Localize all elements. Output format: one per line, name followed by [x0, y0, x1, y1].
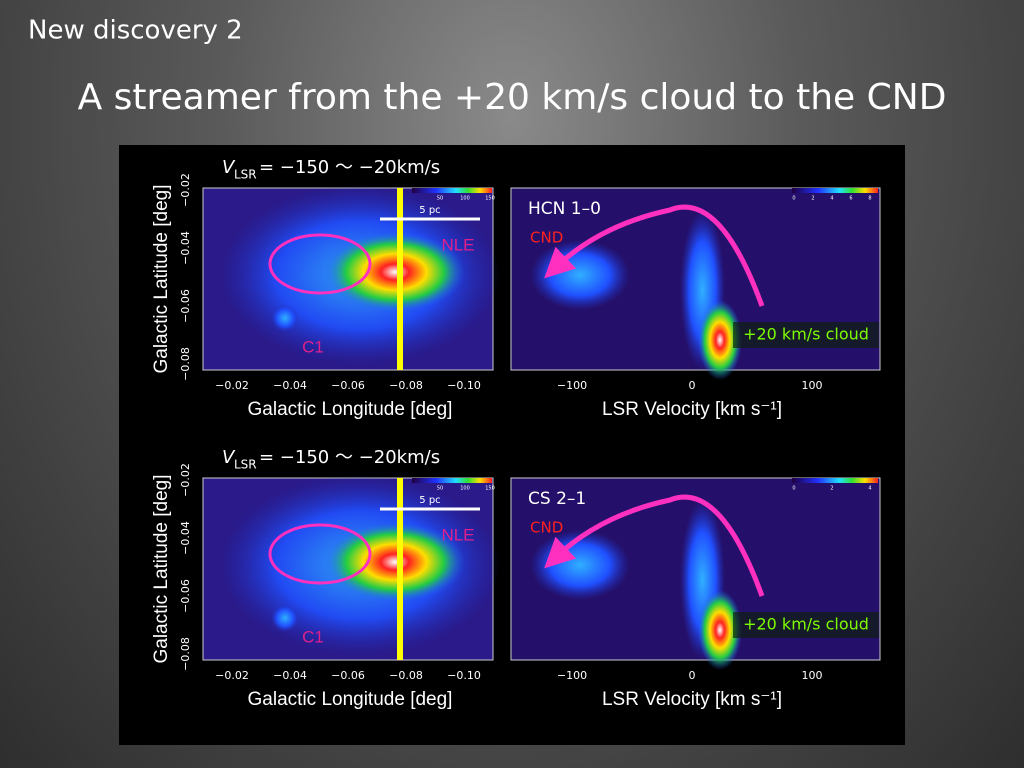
- colorbar: [412, 188, 492, 193]
- x-tick-label: −0.06: [331, 669, 365, 682]
- map-label: C1: [302, 337, 324, 356]
- colorbar-tick: 0: [792, 196, 795, 202]
- x-axis-label: LSR Velocity [km s⁻¹]: [602, 689, 782, 710]
- x-axis-label: Galactic Longitude [deg]: [248, 399, 453, 420]
- scale-bar-label: 5 pc: [419, 495, 440, 506]
- x-tick-label: −0.10: [447, 669, 481, 682]
- x-tick-label: −0.02: [215, 379, 249, 392]
- velocity-range: = −150 〜 −20km/s: [259, 157, 440, 178]
- velocity-symbol: V: [222, 157, 236, 178]
- velocity-subscript: LSR: [234, 168, 257, 182]
- yellow-line: [397, 478, 403, 660]
- colorbar-tick: 4: [868, 486, 871, 492]
- colorbar-tick: 100: [460, 486, 470, 492]
- x-tick-label: −100: [557, 669, 587, 682]
- feature-label: CND: [530, 229, 563, 247]
- highlight-ellipse: [268, 523, 372, 585]
- y-tick-label: −0.06: [179, 289, 192, 323]
- x-tick-label: −0.02: [215, 669, 249, 682]
- slide-title: A streamer from the +20 km/s cloud to th…: [78, 77, 947, 118]
- y-tick-label: −0.02: [179, 463, 192, 497]
- colorbar-tick: 0: [792, 486, 795, 492]
- velocity-range: = −150 〜 −20km/s: [259, 447, 440, 468]
- colorbar: [792, 478, 878, 483]
- velocity-subscript: LSR: [234, 458, 257, 472]
- emission: [271, 604, 299, 632]
- x-tick-label: −0.04: [273, 669, 307, 682]
- x-tick-label: 100: [802, 669, 823, 682]
- cloud-label-bg: [733, 322, 879, 348]
- y-axis-label: Galactic Latitude [deg]: [151, 184, 172, 373]
- streamer-arrow: [544, 204, 765, 307]
- x-axis-label: LSR Velocity [km s⁻¹]: [602, 399, 782, 420]
- x-tick-label: 100: [802, 379, 823, 392]
- scale-bar-label: 5 pc: [419, 205, 440, 216]
- y-tick-label: −0.02: [179, 173, 192, 207]
- velocity-symbol: V: [222, 447, 236, 468]
- map-label: NLE: [441, 525, 474, 544]
- x-axis-label: Galactic Longitude [deg]: [248, 689, 453, 710]
- map-label: C1: [302, 627, 324, 646]
- y-tick-label: −0.08: [179, 637, 192, 671]
- emission: [698, 590, 742, 670]
- x-tick-label: −0.10: [447, 379, 481, 392]
- colorbar-tick: 150: [485, 196, 495, 202]
- y-tick-label: −0.04: [179, 521, 192, 555]
- y-axis-label: Galactic Latitude [deg]: [151, 474, 172, 663]
- map-label: NLE: [441, 235, 474, 254]
- y-tick-label: −0.06: [179, 579, 192, 613]
- highlight-ellipse: [268, 233, 372, 295]
- y-tick-label: −0.04: [179, 231, 192, 265]
- cloud-label: +20 km/s cloud: [743, 325, 869, 344]
- x-tick-label: −0.08: [389, 379, 423, 392]
- colorbar-tick: 2: [811, 196, 814, 202]
- colorbar: [792, 188, 878, 193]
- x-tick-label: −0.04: [273, 379, 307, 392]
- x-tick-label: −100: [557, 379, 587, 392]
- yellow-line: [397, 188, 403, 370]
- slide-label: New discovery 2: [28, 16, 243, 46]
- colorbar: [412, 478, 492, 483]
- y-tick-label: −0.08: [179, 347, 192, 381]
- emission: [325, 522, 465, 602]
- line-label: CS 2–1: [528, 489, 586, 509]
- x-tick-label: 0: [689, 669, 696, 682]
- colorbar-tick: 50: [437, 486, 443, 492]
- x-tick-label: −0.08: [389, 669, 423, 682]
- line-label: HCN 1–0: [528, 199, 601, 219]
- colorbar-tick: 2: [830, 486, 833, 492]
- feature-label: CND: [530, 519, 563, 537]
- cloud-label-bg: [733, 612, 879, 638]
- emission: [698, 300, 742, 380]
- emission: [271, 304, 299, 332]
- colorbar-tick: 100: [460, 196, 470, 202]
- colorbar-tick: 150: [485, 486, 495, 492]
- colorbar-tick: 8: [868, 196, 871, 202]
- streamer-arrow: [544, 494, 765, 597]
- colorbar-tick: 4: [830, 196, 833, 202]
- x-tick-label: −0.06: [331, 379, 365, 392]
- x-tick-label: 0: [689, 379, 696, 392]
- emission: [325, 232, 465, 312]
- cloud-label: +20 km/s cloud: [743, 615, 869, 634]
- colorbar-tick: 6: [849, 196, 852, 202]
- colorbar-tick: 50: [437, 196, 443, 202]
